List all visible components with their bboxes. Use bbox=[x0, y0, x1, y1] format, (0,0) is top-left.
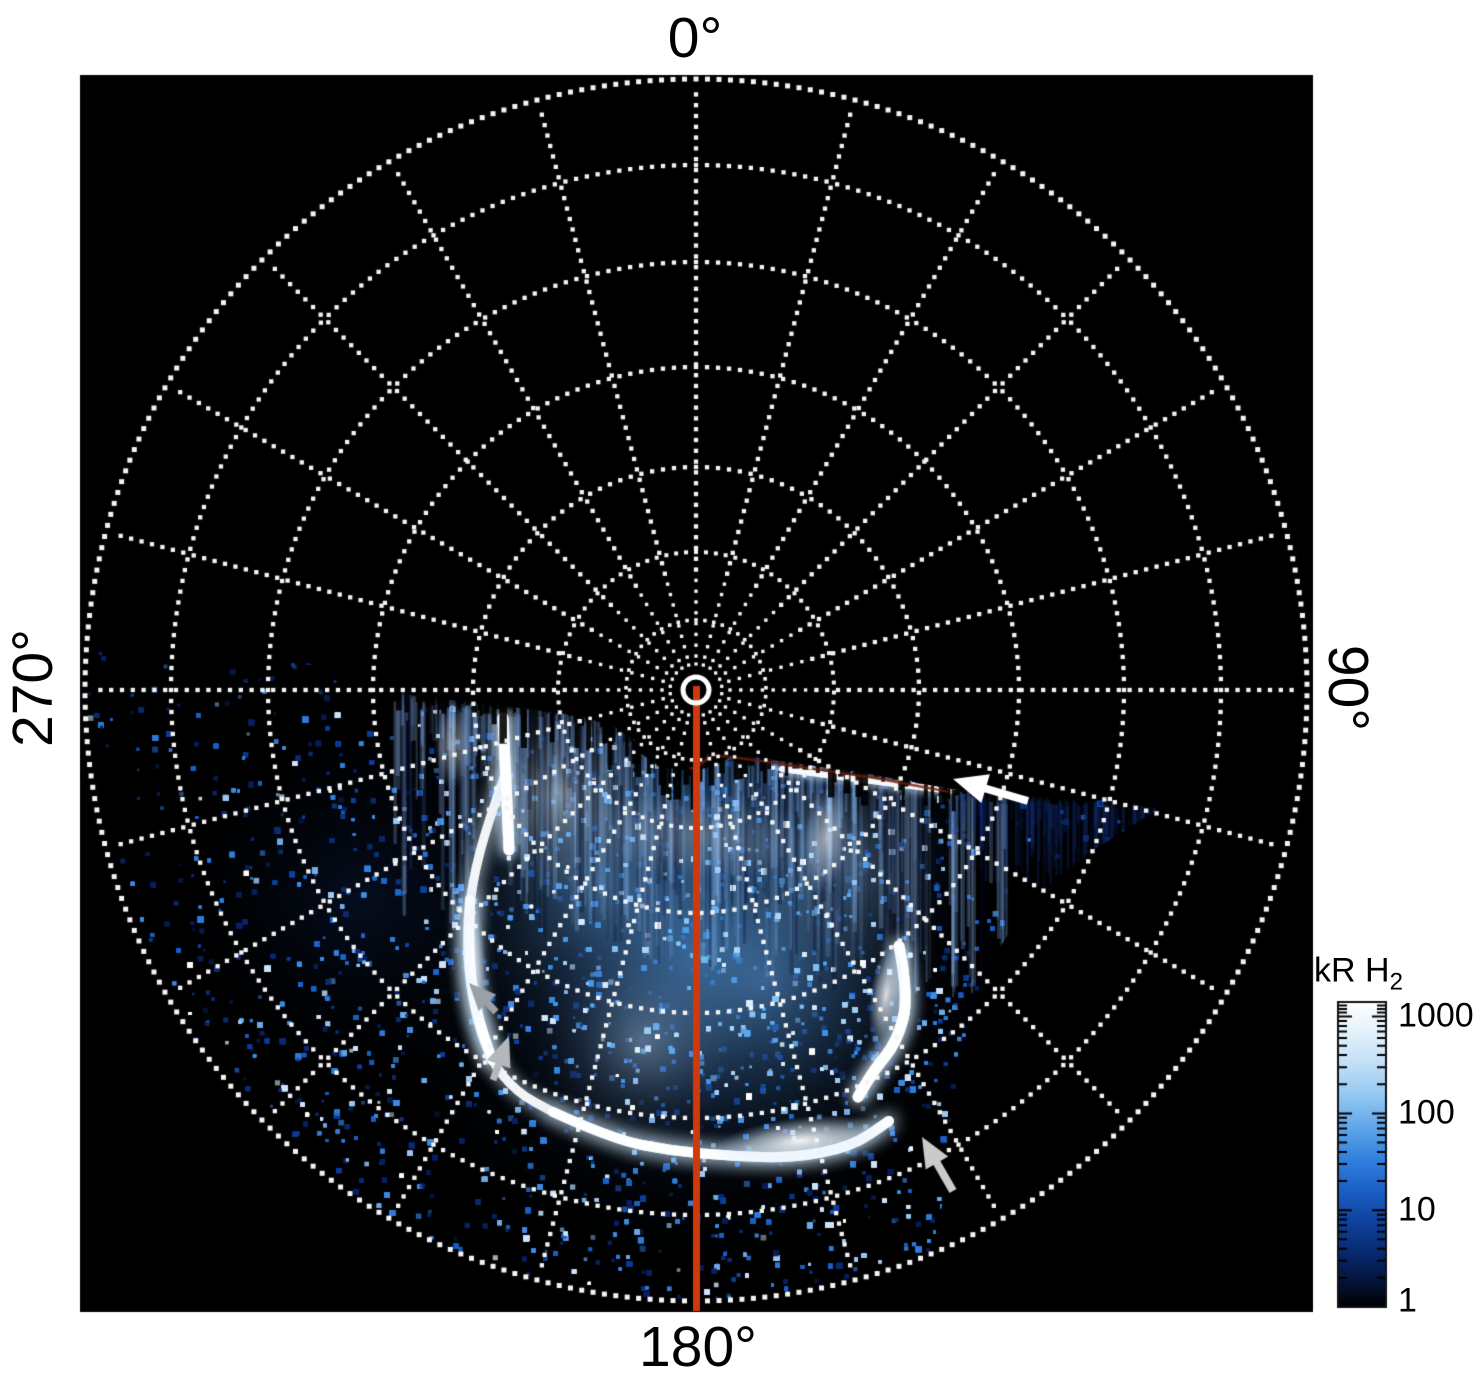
colorbar-tick-label-100: 100 bbox=[1398, 1093, 1455, 1132]
angle-label-270: 270° bbox=[1, 629, 65, 747]
angle-label-180: 180° bbox=[639, 1315, 757, 1379]
angle-label-0: 0° bbox=[667, 6, 723, 70]
colorbar-tick-label-1: 1 bbox=[1398, 1281, 1417, 1320]
colorbar-title-main: kR H bbox=[1314, 951, 1390, 990]
angle-label-90: 90° bbox=[1316, 644, 1380, 732]
colorbar-title-subscript: 2 bbox=[1389, 968, 1403, 996]
colorbar-title: kR H2 bbox=[1314, 952, 1403, 997]
colorbar-tick-label-10: 10 bbox=[1398, 1190, 1436, 1229]
colorbar-tick-label-1000: 1000 bbox=[1398, 996, 1474, 1035]
